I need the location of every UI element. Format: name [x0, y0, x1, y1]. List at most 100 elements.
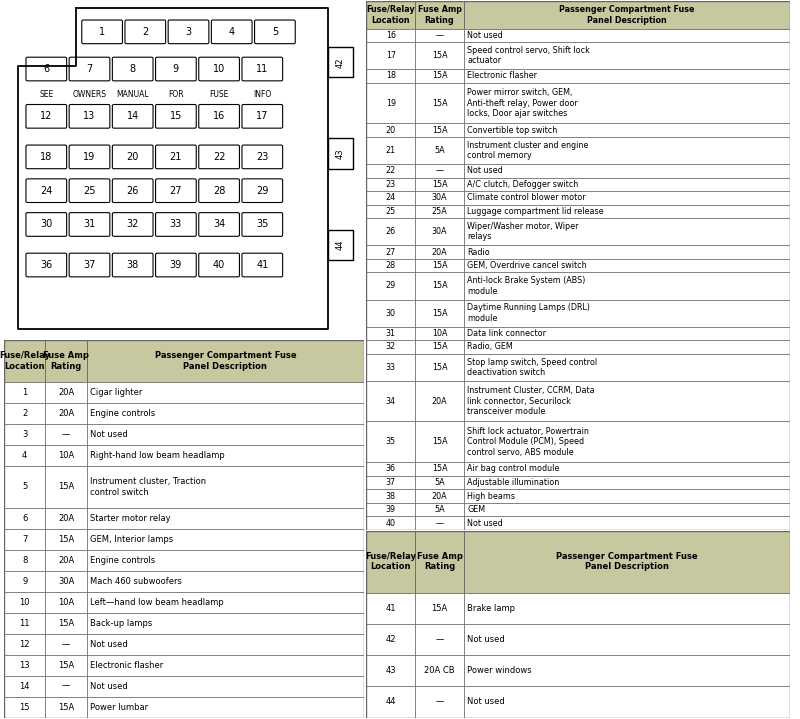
Bar: [464, 219, 790, 245]
Bar: [86, 529, 364, 550]
FancyBboxPatch shape: [242, 213, 282, 237]
Text: A/C clutch, Defogger switch: A/C clutch, Defogger switch: [467, 180, 578, 189]
Text: —: —: [435, 31, 443, 40]
Bar: [415, 593, 464, 624]
Text: 8: 8: [22, 556, 27, 565]
Text: 5A: 5A: [434, 505, 445, 514]
Bar: [366, 178, 415, 191]
Text: 20A CB: 20A CB: [424, 667, 455, 675]
FancyBboxPatch shape: [242, 253, 282, 277]
Text: 4: 4: [22, 451, 27, 460]
Text: 23: 23: [256, 152, 269, 162]
Text: Power windows: Power windows: [467, 667, 532, 675]
Text: 15A: 15A: [432, 261, 447, 270]
Bar: [86, 382, 364, 403]
Bar: [464, 476, 790, 489]
Text: Brake lamp: Brake lamp: [467, 604, 515, 613]
Text: 15A: 15A: [58, 661, 74, 669]
Bar: [464, 624, 790, 655]
Text: 20A: 20A: [432, 492, 447, 500]
Text: 5: 5: [272, 27, 278, 37]
FancyBboxPatch shape: [254, 20, 295, 44]
Bar: [366, 503, 415, 516]
Bar: [46, 571, 86, 592]
Text: 4: 4: [229, 27, 234, 37]
Text: —: —: [435, 697, 444, 707]
Text: Radio, GEM: Radio, GEM: [467, 342, 513, 352]
FancyBboxPatch shape: [112, 213, 153, 237]
FancyBboxPatch shape: [198, 253, 239, 277]
Text: 20A: 20A: [432, 397, 447, 406]
Bar: [86, 633, 364, 655]
Text: 15A: 15A: [432, 71, 447, 81]
Text: GEM, Interior lamps: GEM, Interior lamps: [90, 535, 173, 544]
Text: 6: 6: [43, 64, 50, 74]
Bar: [464, 191, 790, 205]
Bar: [415, 503, 464, 516]
FancyBboxPatch shape: [112, 145, 153, 169]
Text: 32: 32: [126, 219, 139, 229]
Text: 30A: 30A: [432, 227, 447, 237]
Bar: [366, 69, 415, 83]
Text: Fuse/Relay
Location: Fuse/Relay Location: [366, 5, 415, 24]
Text: 1: 1: [99, 27, 105, 37]
Bar: [464, 1, 790, 29]
Text: 10A: 10A: [432, 329, 447, 338]
Bar: [46, 466, 86, 508]
Text: 30: 30: [40, 219, 53, 229]
Bar: [464, 69, 790, 83]
Bar: [464, 29, 790, 42]
Text: Anti-lock Brake System (ABS)
module: Anti-lock Brake System (ABS) module: [467, 276, 586, 296]
Bar: [86, 508, 364, 529]
Bar: [366, 476, 415, 489]
FancyBboxPatch shape: [26, 145, 66, 169]
Text: Not used: Not used: [467, 166, 503, 175]
Bar: [46, 592, 86, 613]
Bar: [4, 466, 46, 508]
Bar: [366, 259, 415, 273]
Text: 10A: 10A: [58, 451, 74, 460]
Text: 18: 18: [40, 152, 53, 162]
Text: INFO: INFO: [253, 90, 271, 99]
Text: 20: 20: [386, 126, 396, 134]
Bar: [366, 687, 415, 718]
Text: Not used: Not used: [467, 697, 505, 707]
Bar: [464, 354, 790, 381]
FancyBboxPatch shape: [26, 213, 66, 237]
Text: 15A: 15A: [58, 535, 74, 544]
Bar: [464, 300, 790, 326]
Bar: [4, 529, 46, 550]
Bar: [415, 462, 464, 476]
Text: 44: 44: [386, 697, 396, 707]
Text: 18: 18: [386, 71, 396, 81]
Bar: [86, 466, 364, 508]
FancyBboxPatch shape: [155, 179, 196, 203]
FancyBboxPatch shape: [242, 58, 282, 81]
Text: 29: 29: [386, 282, 396, 290]
Text: —: —: [435, 635, 444, 644]
Bar: [86, 424, 364, 445]
Bar: [366, 205, 415, 219]
Bar: [464, 340, 790, 354]
Text: 10: 10: [213, 64, 226, 74]
Bar: [4, 571, 46, 592]
Bar: [415, 83, 464, 124]
Text: 40: 40: [386, 518, 396, 528]
Text: 27: 27: [386, 247, 396, 257]
Text: 39: 39: [170, 260, 182, 270]
Text: 24: 24: [386, 193, 396, 203]
Bar: [86, 697, 364, 718]
Bar: [464, 462, 790, 476]
Bar: [4, 613, 46, 633]
Bar: [366, 421, 415, 462]
Bar: [4, 676, 46, 697]
Bar: [366, 655, 415, 687]
Text: Fuse Amp
Rating: Fuse Amp Rating: [43, 352, 89, 371]
Text: 15A: 15A: [431, 604, 448, 613]
Bar: [415, 191, 464, 205]
Bar: [366, 593, 415, 624]
Text: 16: 16: [386, 31, 396, 40]
Text: 37: 37: [83, 260, 96, 270]
Text: 26: 26: [386, 227, 396, 237]
Bar: [464, 489, 790, 503]
